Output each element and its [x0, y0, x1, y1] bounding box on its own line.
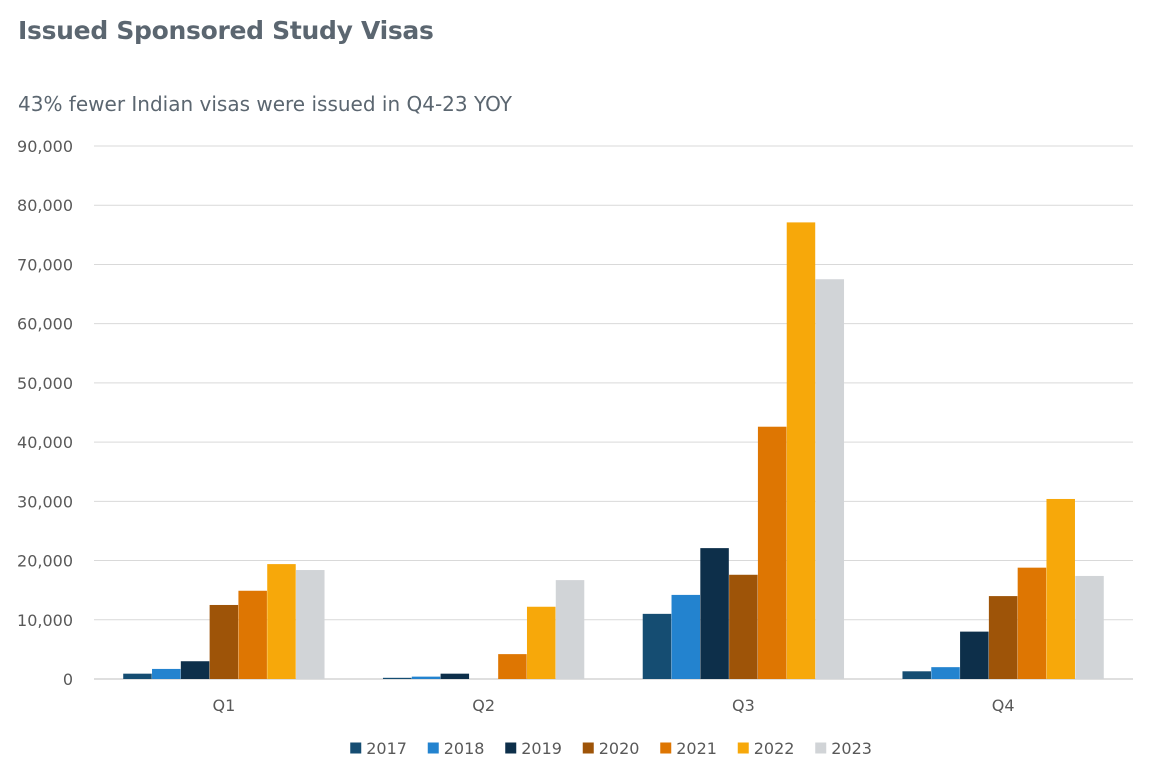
bar-q3-2019	[700, 548, 729, 679]
y-tick-label: 10,000	[17, 611, 73, 630]
bar-q2-2017	[382, 677, 412, 679]
bar-q4-2020	[988, 596, 1018, 679]
bar-q1-2022	[267, 564, 296, 679]
bar-q1-2019	[180, 661, 210, 679]
bar-q4-2021	[1017, 567, 1047, 679]
chart-subtitle: 43% fewer Indian visas were issued in Q4…	[18, 92, 512, 116]
legend-label: 2022	[754, 739, 795, 758]
y-tick-label: 70,000	[17, 255, 73, 274]
legend-swatch-2021	[660, 742, 672, 754]
chart-title: Issued Sponsored Study Visas	[18, 16, 434, 45]
x-tick-label: Q4	[992, 696, 1015, 715]
legend-swatch-2017	[350, 742, 362, 754]
bar-q3-2020	[729, 574, 758, 679]
y-tick-label: 60,000	[17, 315, 73, 334]
bar-q1-2021	[238, 590, 267, 679]
legend-label: 2020	[599, 739, 640, 758]
y-tick-label: 20,000	[17, 552, 73, 571]
bar-q4-2023	[1075, 575, 1104, 679]
bar-q3-2018	[671, 594, 701, 679]
legend-label: 2019	[521, 739, 562, 758]
bar-q1-2023	[296, 570, 325, 679]
y-tick-label: 0	[63, 670, 73, 689]
x-tick-label: Q2	[472, 696, 495, 715]
bar-q1-2018	[152, 668, 181, 679]
bar-q2-2018	[411, 676, 441, 679]
bars	[123, 222, 1104, 679]
legend-label: 2018	[444, 739, 485, 758]
legend-label: 2017	[366, 739, 407, 758]
bar-q4-2022	[1046, 498, 1075, 679]
bar-q4-2018	[931, 667, 960, 679]
bar-q2-2022	[526, 606, 556, 679]
x-axis-ticks: Q1 Q2 Q3 Q4	[212, 696, 1014, 715]
bar-q3-2017	[642, 613, 672, 679]
legend-swatch-2019	[505, 742, 517, 754]
bar-q2-2021	[498, 654, 527, 679]
bar-q2-2019	[440, 673, 470, 679]
legend: 2017 2018 2019 2020 2021 2022 2023	[350, 739, 872, 758]
legend-swatch-2020	[582, 742, 594, 754]
y-tick-label: 50,000	[17, 374, 73, 393]
legend-label: 2021	[676, 739, 717, 758]
bar-q2-2023	[555, 580, 585, 679]
bar-q4-2017	[902, 671, 931, 679]
y-tick-label: 30,000	[17, 492, 73, 511]
y-axis-ticks: 0 10,000 20,000 30,000 40,000 50,000 60,000 70,…	[17, 137, 73, 689]
bar-q4-2019	[960, 631, 989, 679]
bar-q3-2022	[786, 222, 816, 679]
bar-q1-2017	[123, 673, 152, 679]
x-tick-label: Q1	[212, 696, 235, 715]
y-tick-label: 80,000	[17, 196, 73, 215]
bar-q1-2020	[209, 604, 239, 679]
y-tick-label: 90,000	[17, 137, 73, 156]
y-tick-label: 40,000	[17, 433, 73, 452]
gridlines	[94, 145, 1133, 680]
bar-q3-2021	[757, 426, 787, 679]
legend-swatch-2018	[427, 742, 439, 754]
legend-swatch-2022	[737, 742, 749, 754]
bar-q3-2023	[815, 279, 845, 679]
x-tick-label: Q3	[732, 696, 755, 715]
legend-label: 2023	[831, 739, 872, 758]
legend-swatch-2023	[815, 742, 827, 754]
